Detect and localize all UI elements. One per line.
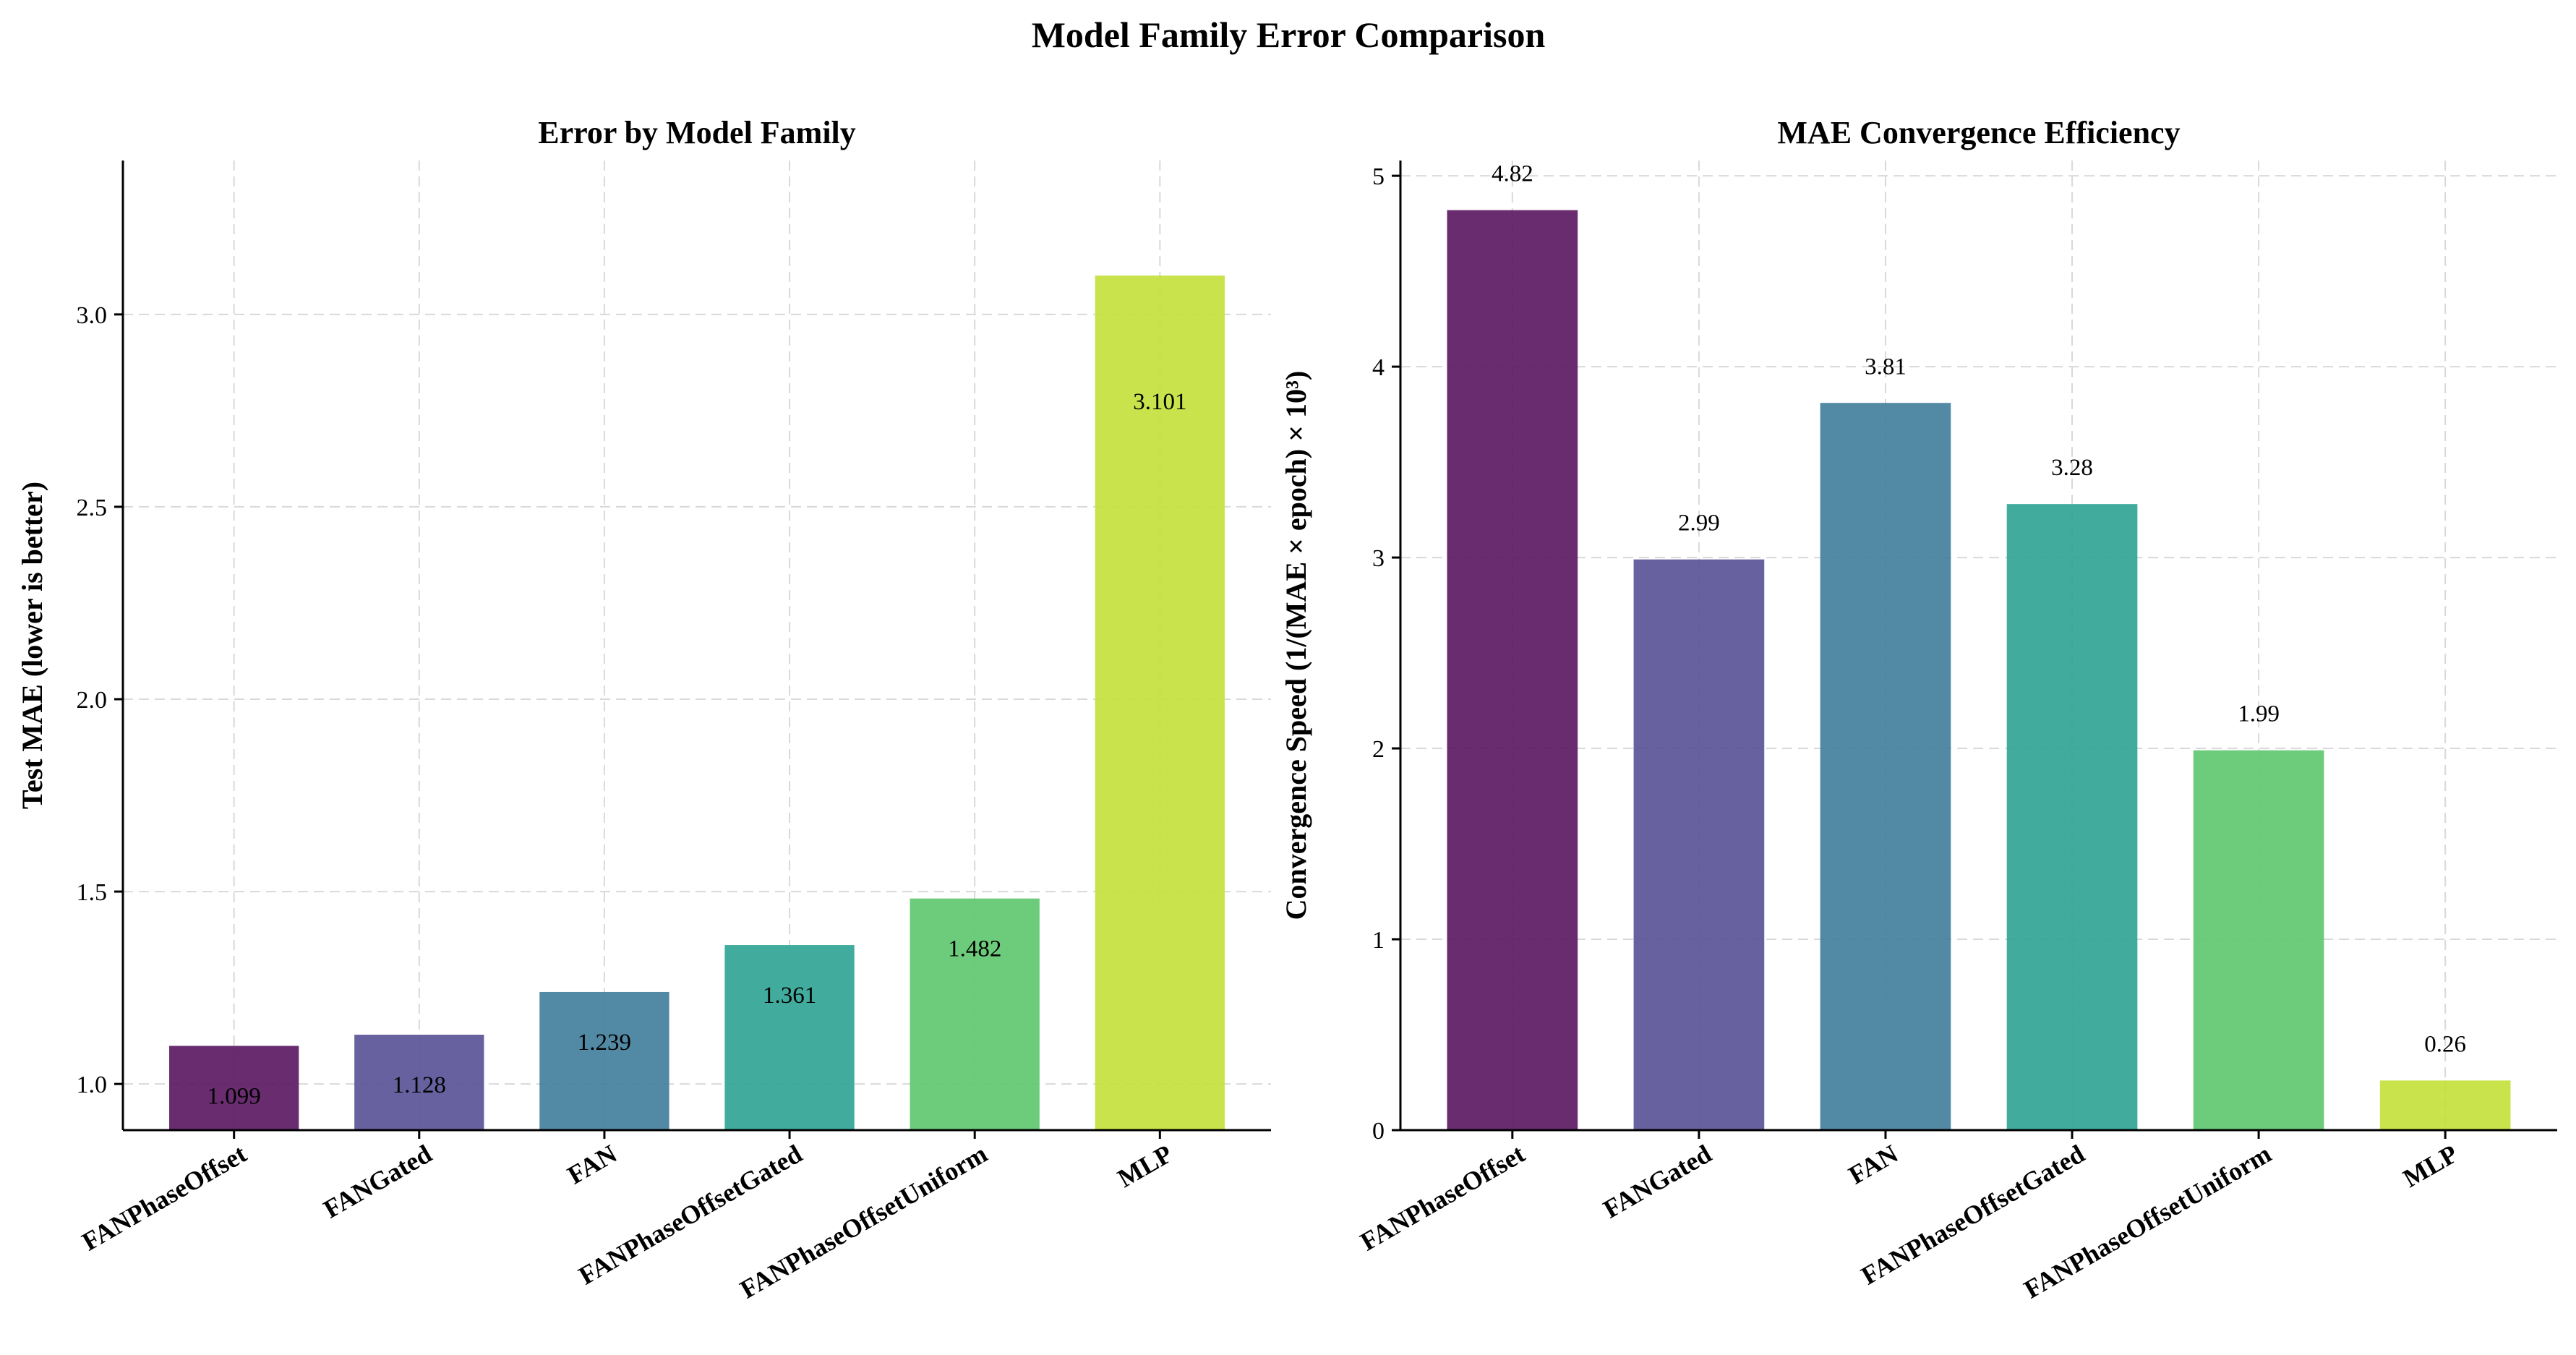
y-axis-label: Convergence Speed (1/(MAE × epoch) × 10³… bbox=[1280, 371, 1312, 920]
bar-mlp bbox=[2379, 1080, 2511, 1130]
data-label: 1.128 bbox=[393, 1072, 446, 1098]
x-tick-label: FANGated bbox=[319, 1139, 437, 1223]
bar-fanphaseoffsetgated bbox=[724, 945, 855, 1130]
panel-error-by-model-family: 1.099 1.128 1.239 1.361 1.482 3.101 1.0 1.5 2.0 2… bbox=[16, 115, 1271, 1304]
bar-fanphaseoffsetuniform bbox=[2193, 750, 2324, 1130]
data-label: 1.239 bbox=[578, 1030, 631, 1056]
panel-mae-convergence-efficiency: 4.82 2.99 3.81 3.28 1.99 0.26 0 1 2 3 4 5 FANPhaseOf… bbox=[1280, 115, 2557, 1304]
y-tick-label: 5 bbox=[1372, 163, 1385, 190]
bar-fan bbox=[1820, 403, 1951, 1130]
bar-fanphaseoffset bbox=[1447, 210, 1578, 1131]
data-label: 0.26 bbox=[2424, 1031, 2466, 1057]
y-tick-label: 4 bbox=[1372, 354, 1385, 381]
y-tick-label: 3 bbox=[1372, 545, 1385, 572]
bar-fan bbox=[539, 991, 669, 1130]
data-label: 1.482 bbox=[948, 936, 1001, 962]
bar-fanphaseoffset bbox=[169, 1046, 299, 1130]
panel-title: MAE Convergence Efficiency bbox=[1777, 115, 2180, 150]
data-label: 3.101 bbox=[1133, 389, 1186, 415]
data-label: 3.81 bbox=[1865, 354, 1907, 380]
data-label: 4.82 bbox=[1492, 161, 1533, 187]
figure-title: Model Family Error Comparison bbox=[1032, 14, 1546, 55]
y-tick-label: 1.5 bbox=[77, 879, 108, 906]
x-tick-label: FAN bbox=[1844, 1139, 1903, 1189]
data-label: 2.99 bbox=[1678, 510, 1720, 537]
bar-fangated bbox=[354, 1035, 484, 1130]
y-tick-label: 0 bbox=[1372, 1118, 1385, 1145]
y-axis-label: Test MAE (lower is better) bbox=[16, 482, 48, 809]
x-tick-label: FAN bbox=[562, 1139, 622, 1189]
bar-fanphaseoffsetuniform bbox=[910, 898, 1040, 1130]
y-tick-label: 2.5 bbox=[77, 495, 108, 521]
x-tick-label: FANPhaseOffset bbox=[77, 1139, 252, 1256]
y-tick-label: 1.0 bbox=[77, 1072, 108, 1098]
data-label: 1.099 bbox=[207, 1083, 261, 1109]
data-label: 1.99 bbox=[2238, 701, 2280, 727]
x-tick-label: FANPhaseOffset bbox=[1356, 1139, 1530, 1256]
panel-title: Error by Model Family bbox=[538, 115, 856, 150]
bar-fanphaseoffsetgated bbox=[2006, 504, 2138, 1130]
y-tick-label: 3.0 bbox=[77, 302, 108, 329]
data-label: 3.28 bbox=[2051, 455, 2093, 481]
bar-mlp bbox=[1095, 275, 1225, 1130]
y-tick-label: 2 bbox=[1372, 736, 1385, 763]
y-tick-label: 2.0 bbox=[77, 687, 108, 714]
x-tick-label: FANGated bbox=[1599, 1139, 1716, 1223]
bar-fangated bbox=[1633, 559, 1765, 1130]
x-tick-label: MLP bbox=[1113, 1139, 1177, 1193]
x-tick-label: MLP bbox=[2398, 1139, 2462, 1193]
y-tick-label: 1 bbox=[1372, 927, 1385, 954]
data-label: 1.361 bbox=[763, 983, 816, 1009]
